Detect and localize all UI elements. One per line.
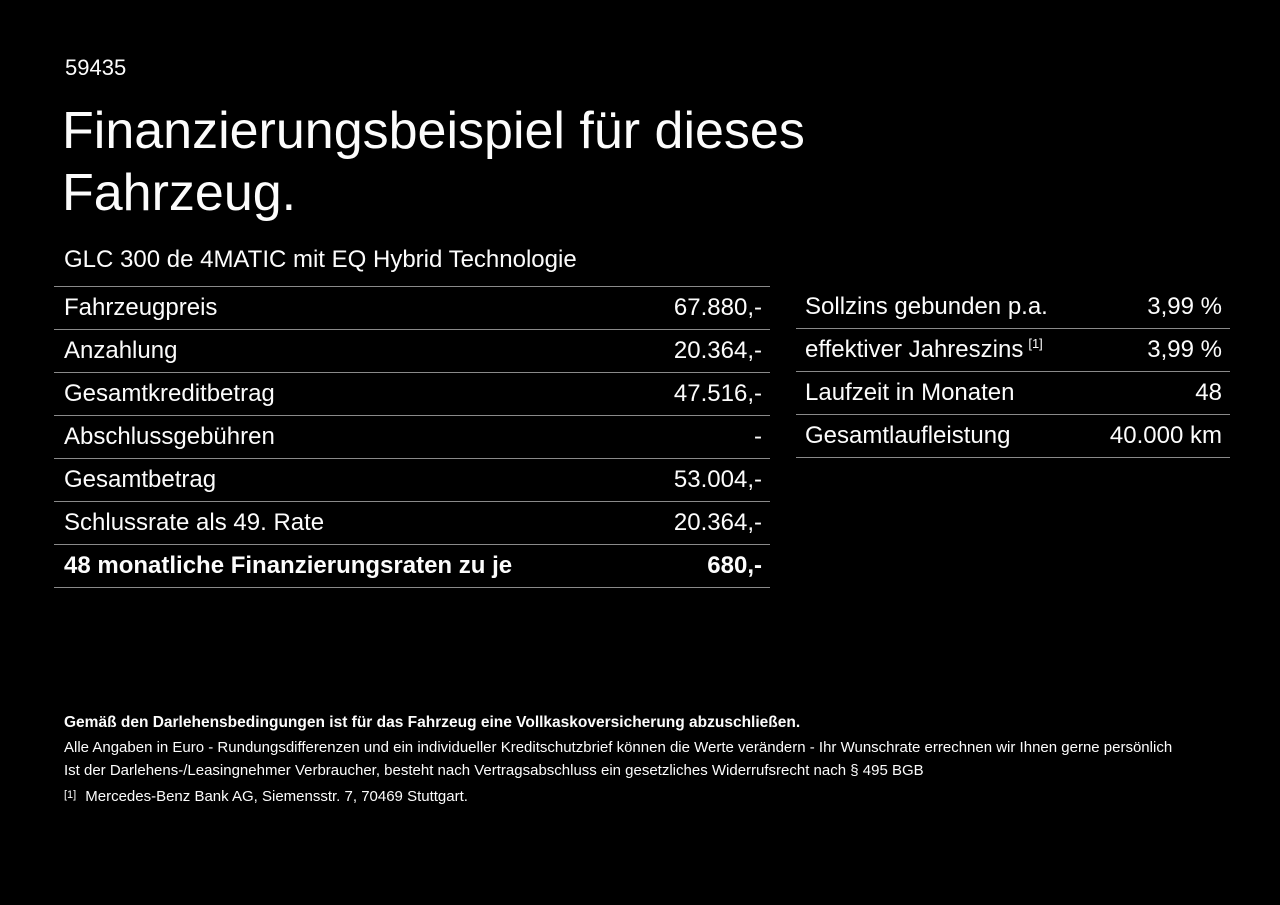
row-label: Gesamtbetrag [64, 466, 217, 493]
footnote-1: [1] Mercedes-Benz Bank AG, Siemensstr. 7,… [64, 784, 1172, 808]
row-label: Anzahlung [64, 337, 178, 364]
table-row-gesamtbetrag: Gesamtbetrag 53.004,- [54, 459, 770, 502]
table-row-monatsrate: 48 monatliche Finanzierungsraten zu je 6… [54, 545, 770, 588]
table-row-abschlussgebuehren: Abschlussgebühren - [54, 416, 770, 459]
row-value: 40.000 km [1109, 422, 1222, 449]
disclaimer-line-2: Ist der Darlehens-/Leasingnehmer Verbrau… [64, 762, 924, 779]
row-label-text: effektiver Jahreszins [805, 336, 1024, 363]
row-label: Laufzeit in Monaten [805, 379, 1015, 406]
row-value: 67.880,- [673, 294, 762, 321]
table-row-schlussrate: Schlussrate als 49. Rate 20.364,- [54, 502, 770, 545]
row-value: 3,99 % [1147, 336, 1222, 363]
row-label: 48 monatliche Finanzierungsraten zu je [64, 552, 513, 579]
disclaimer-line-1: Alle Angaben in Euro - Rundungsdifferenz… [64, 739, 1173, 756]
row-label: Gesamtkreditbetrag [64, 380, 275, 407]
row-value: 47.516,- [673, 380, 762, 407]
finance-table: Fahrzeugpreis 67.880,- Anzahlung 20.364,… [54, 286, 770, 588]
row-value: 48 [1195, 379, 1222, 406]
table-row-laufzeit: Laufzeit in Monaten 48 [796, 372, 1230, 415]
footnote-1-marker: [1] [64, 789, 77, 801]
row-value: 53.004,- [673, 466, 762, 493]
conditions-table: Sollzins gebunden p.a. 3,99 % effektiver… [796, 286, 1230, 458]
table-row-anzahlung: Anzahlung 20.364,- [54, 330, 770, 373]
table-row-gesamtkreditbetrag: Gesamtkreditbetrag 47.516,- [54, 373, 770, 416]
table-row-sollzins: Sollzins gebunden p.a. 3,99 % [796, 286, 1230, 329]
row-value: 20.364,- [673, 337, 762, 364]
insurance-note: Gemäß den Darlehensbedingungen ist für d… [64, 714, 801, 731]
vehicle-model-subtitle: GLC 300 de 4MATIC mit EQ Hybrid Technolo… [64, 246, 577, 273]
row-value: - [754, 423, 762, 450]
row-label: Schlussrate als 49. Rate [64, 509, 325, 536]
row-value: 20.364,- [673, 509, 762, 536]
table-row-fahrzeugpreis: Fahrzeugpreis 67.880,- [54, 287, 770, 330]
footnote-1-text: Mercedes-Benz Bank AG, Siemensstr. 7, 70… [85, 788, 468, 805]
row-label: Sollzins gebunden p.a. [805, 293, 1048, 320]
row-label: Abschlussgebühren [64, 423, 275, 450]
doc-number: 59435 [65, 55, 127, 80]
row-label: Gesamtlaufleistung [805, 422, 1011, 449]
footnotes-section: Gemäß den Darlehensbedingungen ist für d… [64, 711, 1172, 808]
footnote-1-superscript: [1] [1028, 336, 1043, 351]
row-label: effektiver Jahreszins [1] [805, 336, 1043, 364]
row-value: 3,99 % [1147, 293, 1222, 320]
row-value: 680,- [707, 552, 762, 579]
page-title: Finanzierungsbeispiel für dieses Fahrzeu… [62, 102, 805, 222]
row-label: Fahrzeugpreis [64, 294, 218, 321]
table-row-effektiver-jahreszins: effektiver Jahreszins [1] 3,99 % [796, 329, 1230, 372]
table-row-gesamtlaufleistung: Gesamtlaufleistung 40.000 km [796, 415, 1230, 458]
